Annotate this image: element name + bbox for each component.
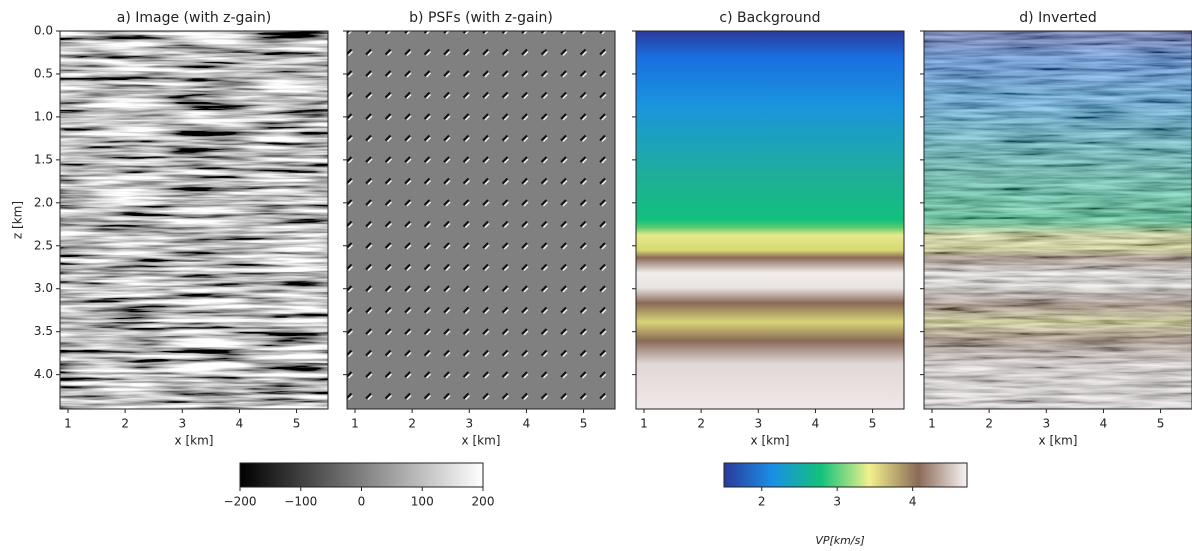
panel-frame: [923, 30, 1192, 410]
panel: d) Inverted 1 2 3 4 5 x [km]: [920, 10, 1192, 448]
y-axis-label: z [km]: [11, 201, 25, 239]
y-tick-label: 3.5: [34, 324, 53, 338]
x-axis-label: x [km]: [462, 434, 501, 448]
x-tick-label: 2: [985, 417, 993, 431]
y-tick-label: 0.5: [34, 66, 53, 80]
x-tick-label: 4: [1100, 417, 1108, 431]
colorbar-label: VP[km/s]: [815, 534, 864, 547]
colorbar-tick-label: 4: [909, 495, 917, 509]
x-tick-label: 5: [1157, 417, 1165, 431]
x-tick-label: 1: [928, 417, 936, 431]
colorbar-tick-label: −100: [284, 495, 317, 509]
panel-frame: [59, 30, 329, 410]
y-tick-label: 1.0: [34, 109, 53, 123]
y-tick-label: 1.5: [34, 152, 53, 166]
image-texture: [924, 31, 1192, 409]
x-tick-label: 4: [236, 417, 244, 431]
colorbar-tick-label: 0: [358, 495, 366, 509]
colorbar: −200 −100 0 100 200: [224, 462, 495, 509]
panel-title: d) Inverted: [1019, 10, 1096, 26]
x-tick-label: 2: [408, 417, 416, 431]
y-tick-label: 2.0: [34, 195, 53, 209]
x-tick-label: 3: [178, 417, 186, 431]
y-tick-label: 2.5: [34, 238, 53, 252]
panel-frame: [346, 30, 616, 410]
colorbar: 2 3 4 VP[km/s]: [723, 462, 968, 547]
x-tick-label: 3: [465, 417, 473, 431]
panel-frame: [635, 30, 905, 410]
x-tick-label: 3: [754, 417, 762, 431]
panel-title: c) Background: [719, 10, 820, 26]
x-tick-label: 2: [697, 417, 705, 431]
colorbar-fill: [723, 462, 968, 488]
x-tick-label: 1: [640, 417, 648, 431]
panel: c) Background 1 2 3 4 5 x [km]: [632, 10, 905, 448]
image: [636, 31, 904, 409]
panel-title: a) Image (with z-gain): [117, 10, 272, 26]
colorbar-tick-label: 200: [472, 495, 495, 509]
x-tick-label: 1: [64, 417, 72, 431]
x-tick-label: 5: [580, 417, 588, 431]
y-tick-label: 3.0: [34, 281, 53, 295]
x-axis-label: x [km]: [175, 434, 214, 448]
x-tick-label: 4: [523, 417, 531, 431]
image-texture: [60, 31, 328, 409]
panel-title: b) PSFs (with z-gain): [409, 10, 553, 26]
panel: a) Image (with z-gain) 1 2 3 4 5 0.0 0.5 1.0 1.5 2…: [11, 10, 329, 448]
panel: b) PSFs (with z-gain) 1 2 3 4 5 x [km]: [343, 10, 616, 448]
image: [347, 31, 615, 409]
x-tick-label: 2: [121, 417, 129, 431]
x-tick-label: 5: [869, 417, 877, 431]
colorbar-tick-label: −200: [224, 495, 257, 509]
colorbar-tick-label: 2: [758, 495, 766, 509]
x-axis-label: x [km]: [1039, 434, 1078, 448]
x-tick-label: 4: [812, 417, 820, 431]
colorbar-tick-label: 100: [411, 495, 434, 509]
y-tick-label: 0.0: [34, 24, 53, 38]
x-tick-label: 1: [351, 417, 359, 431]
x-tick-label: 5: [293, 417, 301, 431]
x-axis-label: x [km]: [751, 434, 790, 448]
x-tick-label: 3: [1042, 417, 1050, 431]
colorbar-tick-label: 3: [833, 495, 841, 509]
y-tick-label: 4.0: [34, 367, 53, 381]
colorbar-fill: [239, 462, 484, 488]
